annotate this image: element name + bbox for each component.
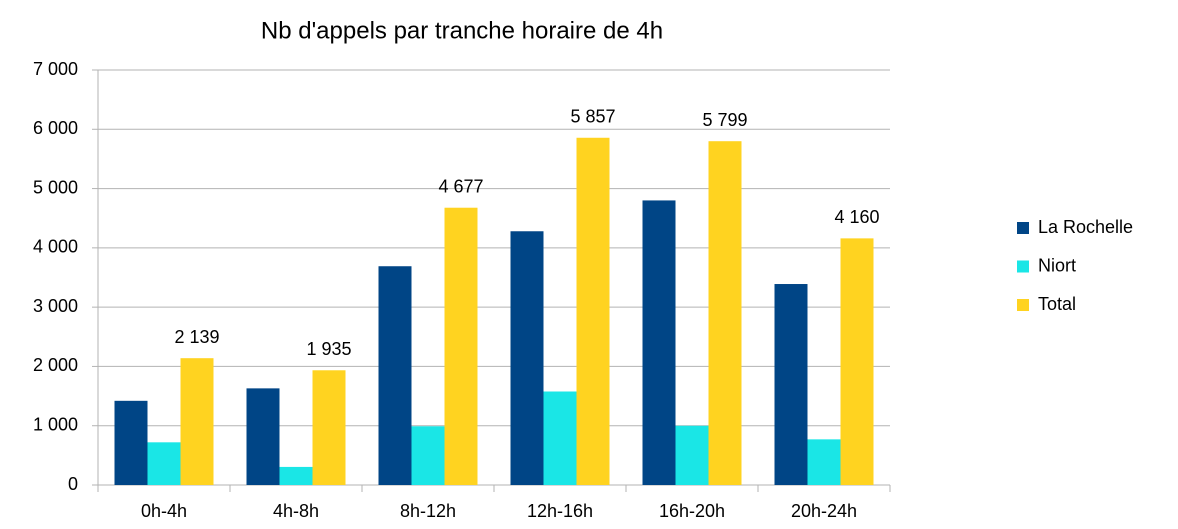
bar	[543, 391, 577, 485]
bar	[444, 207, 478, 486]
bar	[147, 442, 181, 485]
legend-swatch	[1017, 299, 1029, 311]
x-tick-label: 4h-8h	[273, 501, 319, 521]
bar	[774, 284, 808, 485]
legend-label: La Rochelle	[1038, 217, 1133, 237]
bar	[510, 231, 544, 485]
bar	[114, 400, 148, 485]
bar	[279, 466, 313, 485]
y-tick-label: 7 000	[33, 59, 78, 79]
data-label: 5 799	[702, 110, 747, 130]
legend-swatch	[1017, 222, 1029, 234]
y-tick-label: 4 000	[33, 237, 78, 257]
y-tick-label: 1 000	[33, 414, 78, 434]
data-label: 4 160	[834, 207, 879, 227]
data-label: 4 677	[438, 176, 483, 196]
bar	[180, 358, 214, 485]
bar	[642, 200, 676, 485]
bar	[576, 137, 610, 486]
data-label: 1 935	[306, 339, 351, 359]
bar	[708, 141, 742, 485]
bar	[312, 370, 346, 485]
bar	[807, 439, 841, 485]
bar	[378, 266, 412, 485]
y-tick-label: 2 000	[33, 355, 78, 375]
x-tick-label: 8h-12h	[400, 501, 456, 521]
y-tick-label: 5 000	[33, 177, 78, 197]
data-label: 2 139	[174, 327, 219, 347]
bar	[411, 426, 445, 485]
x-tick-label: 20h-24h	[791, 501, 857, 521]
bar	[246, 388, 280, 485]
bar	[675, 425, 709, 485]
x-tick-label: 0h-4h	[141, 501, 187, 521]
chart-title: Nb d'appels par tranche horaire de 4h	[261, 17, 663, 44]
y-tick-label: 0	[68, 474, 78, 494]
x-tick-label: 16h-20h	[659, 501, 725, 521]
y-tick-label: 6 000	[33, 118, 78, 138]
x-tick-label: 12h-16h	[527, 501, 593, 521]
legend-label: Total	[1038, 294, 1076, 314]
bar	[840, 238, 874, 485]
legend-swatch	[1017, 260, 1029, 273]
y-tick-label: 3 000	[33, 296, 78, 316]
data-label: 5 857	[570, 107, 615, 127]
legend-label: Niort	[1038, 255, 1076, 275]
